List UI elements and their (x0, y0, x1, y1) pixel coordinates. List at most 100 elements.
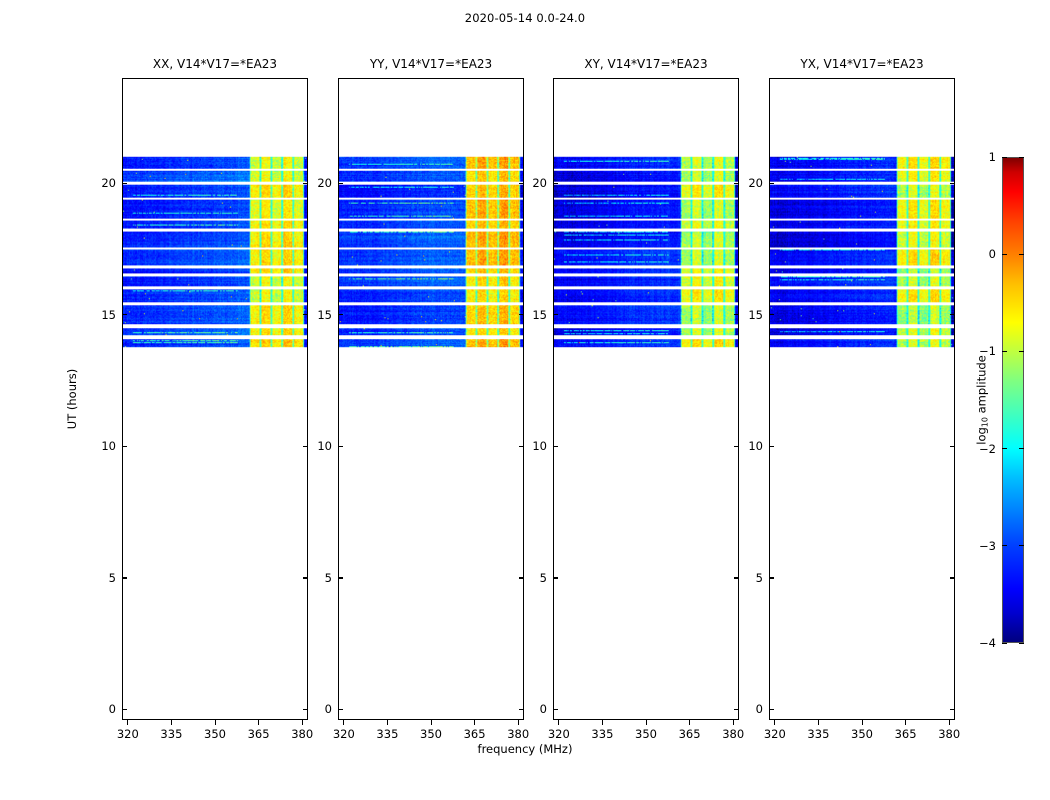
x-axis-tick (558, 720, 560, 725)
y-axis-tick-right (734, 577, 739, 579)
colorbar-tick (1002, 156, 1007, 158)
y-axis-tick-label: 15 (317, 307, 332, 322)
y-axis-tick-right (734, 708, 739, 711)
y-axis-tick-right (950, 182, 955, 184)
panel-title-yx: YX, V14*V17=*EA23 (800, 57, 924, 71)
panel-title-xy: XY, V14*V17=*EA23 (584, 57, 708, 71)
y-axis-tick-label: 5 (324, 570, 332, 585)
colorbar-tick-right (1019, 156, 1024, 158)
spectrum-panel-yx[interactable] (769, 78, 955, 720)
x-axis-tick-label: 320 (547, 727, 570, 741)
x-axis-label: frequency (MHz) (477, 742, 573, 756)
x-axis-tick (905, 720, 907, 725)
colorbar-tick (1002, 253, 1007, 255)
y-axis-tick (769, 708, 774, 711)
x-axis-tick (301, 720, 303, 725)
y-axis-tick (122, 314, 127, 316)
y-axis-tick-label: 15 (101, 307, 116, 322)
y-axis-tick-label: 5 (108, 570, 116, 585)
y-axis-tick-right (303, 445, 308, 447)
colorbar-tick-right (1019, 545, 1024, 547)
x-axis-tick-label: 365 (247, 727, 270, 741)
x-axis-tick (645, 720, 647, 725)
x-axis-tick-label: 320 (332, 727, 355, 741)
x-axis-tick (732, 720, 734, 725)
colorbar-tick-label: −2 (979, 441, 996, 456)
waterfall-image-yx (770, 79, 954, 719)
x-axis-tick (258, 720, 260, 725)
y-axis-label: UT (hours) (65, 368, 79, 430)
x-axis-tick-label: 350 (635, 727, 657, 741)
y-axis-tick (769, 182, 774, 184)
y-axis-tick-right (950, 708, 955, 711)
x-axis-tick-label: 320 (763, 727, 786, 741)
x-axis-tick (386, 720, 388, 725)
panel-title-yy: YY, V14*V17=*EA23 (369, 57, 493, 71)
y-axis-tick (553, 314, 558, 316)
y-axis-tick-label: 15 (748, 307, 763, 322)
y-axis-tick (553, 708, 558, 711)
x-axis-tick (861, 720, 863, 725)
y-axis-tick (338, 182, 343, 184)
x-axis-tick-label: 335 (160, 727, 183, 741)
colorbar-tick (1002, 545, 1007, 547)
y-axis-tick (553, 182, 558, 184)
spectrum-panel-yy[interactable] (338, 78, 524, 720)
x-axis-tick (689, 720, 691, 725)
colorbar-label-suffix: amplitude (974, 355, 989, 418)
y-axis-tick (769, 445, 774, 447)
y-axis-tick-right (303, 708, 308, 711)
panel-title-xx: XX, V14*V17=*EA23 (152, 57, 278, 71)
y-axis-tick (338, 577, 343, 579)
x-axis-tick-label: 350 (204, 727, 226, 741)
y-axis-tick-right (950, 577, 955, 579)
y-axis-tick-label: 20 (532, 176, 547, 191)
y-axis-tick-right (519, 182, 524, 184)
y-axis-tick-right (519, 445, 524, 447)
y-axis-tick-label: 20 (101, 176, 116, 191)
colorbar-tick (1002, 642, 1007, 644)
y-axis-tick-right (519, 708, 524, 711)
y-axis-tick-right (519, 314, 524, 316)
y-axis-tick-label: 0 (539, 702, 547, 717)
y-axis-tick (338, 445, 343, 447)
spectrum-panel-xy[interactable] (553, 78, 739, 720)
x-axis-tick (517, 720, 519, 725)
x-axis-tick-label: 365 (463, 727, 486, 741)
colorbar-label-prefix: log (974, 427, 989, 445)
y-axis-tick-right (519, 577, 524, 579)
y-axis-tick-right (734, 314, 739, 316)
y-axis-tick (338, 708, 343, 711)
x-axis-tick-label: 335 (807, 727, 830, 741)
y-axis-tick (769, 577, 774, 579)
y-axis-tick-label: 0 (324, 702, 332, 717)
x-axis-tick (170, 720, 172, 725)
y-axis-tick-right (303, 577, 308, 579)
y-axis-tick-label: 10 (532, 439, 547, 454)
colorbar-tick-right (1019, 350, 1024, 352)
y-axis-tick (553, 445, 558, 447)
y-axis-tick (553, 577, 558, 579)
y-axis-tick (122, 577, 127, 579)
x-axis-tick-label: 365 (894, 727, 917, 741)
y-axis-tick-right (303, 182, 308, 184)
x-axis-tick (474, 720, 476, 725)
colorbar-tick-label: 0 (988, 247, 996, 262)
colorbar-tick-label: −4 (979, 636, 996, 650)
x-axis-tick (817, 720, 819, 725)
colorbar-tick-right (1019, 448, 1024, 450)
colorbar-tick-right (1019, 253, 1024, 255)
y-axis-tick (122, 445, 127, 447)
y-axis-tick-label: 10 (317, 439, 332, 454)
x-axis-tick-label: 335 (591, 727, 614, 741)
colorbar-tick-right (1019, 642, 1024, 644)
spectrum-panel-xx[interactable] (122, 78, 308, 720)
colorbar-label: log10 amplitude (975, 355, 990, 445)
y-axis-tick-right (734, 182, 739, 184)
x-axis-tick-label: 380 (291, 727, 314, 741)
y-axis-tick-label: 10 (748, 439, 763, 454)
figure-suptitle: 2020-05-14 0.0-24.0 (464, 11, 586, 25)
y-axis-tick-label: 10 (101, 439, 116, 454)
colorbar-tick-label: 1 (988, 150, 996, 164)
